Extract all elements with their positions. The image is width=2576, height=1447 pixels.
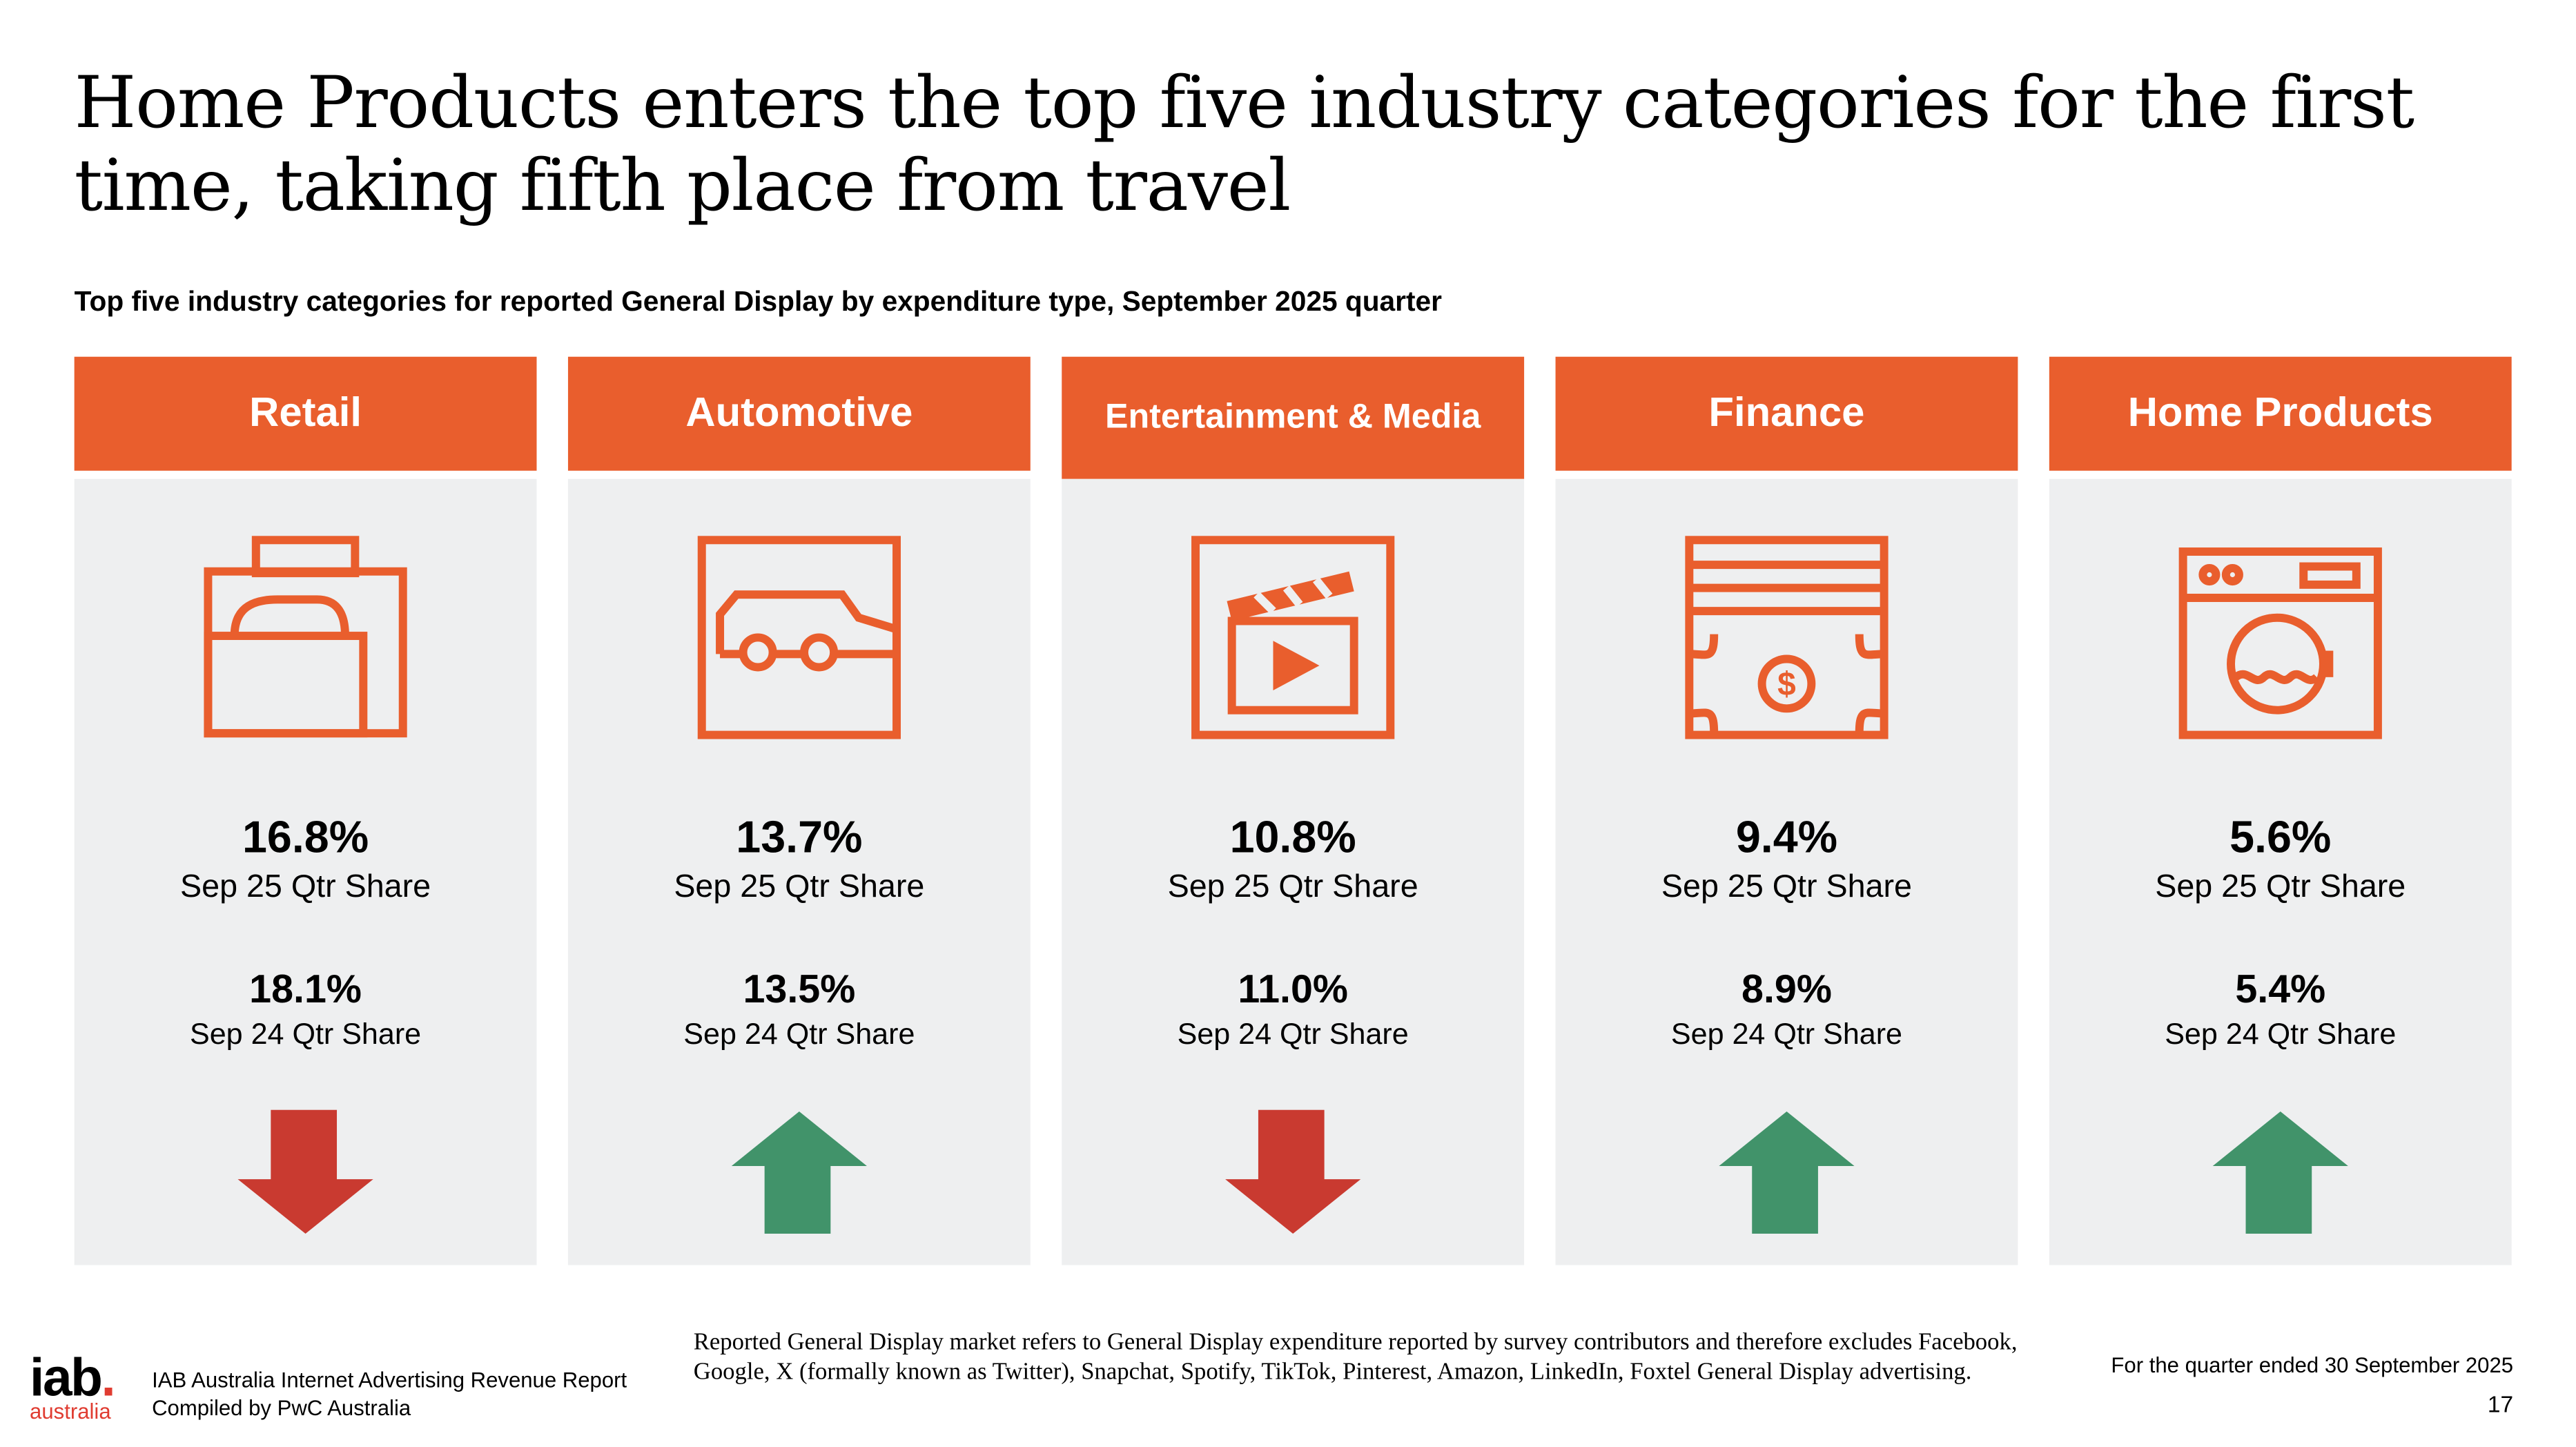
report-title: IAB Australia Internet Advertising Reven… xyxy=(152,1367,627,1392)
previous-share-label: Sep 24 Qtr Share xyxy=(1177,1017,1409,1051)
page-subtitle: Top five industry categories for reporte… xyxy=(74,285,1443,318)
arrow-up-icon xyxy=(2212,1111,2348,1234)
card-body: 13.7% Sep 25 Qtr Share 13.5% Sep 24 Qtr … xyxy=(567,478,1031,1265)
iab-australia-logo: iab. australia xyxy=(30,1351,116,1424)
arrow-up-icon xyxy=(1719,1111,1855,1234)
category-card-entertainment-media: Entertainment & Media 10.8% Sep 25 Qtr S… xyxy=(1062,356,1525,1265)
footnote: Reported General Display market refers t… xyxy=(693,1329,2018,1386)
previous-share-label: Sep 24 Qtr Share xyxy=(2165,1017,2397,1051)
current-share-label: Sep 25 Qtr Share xyxy=(1167,868,1418,905)
card-body: 5.6% Sep 25 Qtr Share 5.4% Sep 24 Qtr Sh… xyxy=(2049,478,2512,1265)
arrow-down-icon xyxy=(237,1109,373,1234)
current-share-label: Sep 25 Qtr Share xyxy=(2155,868,2406,905)
car-icon xyxy=(697,536,901,739)
previous-share: 8.9% xyxy=(1741,967,1832,1013)
card-body: 10.8% Sep 25 Qtr Share 11.0% Sep 24 Qtr … xyxy=(1062,478,1525,1265)
card-header: Automotive xyxy=(567,356,1031,471)
logo-main: iab xyxy=(30,1348,103,1408)
previous-share: 18.1% xyxy=(249,967,362,1013)
previous-share: 5.4% xyxy=(2235,967,2326,1013)
logo-sub: australia xyxy=(30,1399,111,1424)
current-share: 5.6% xyxy=(2229,813,2332,862)
category-card-retail: Retail 16.8% Sep 25 Qtr Share 18.1% Sep … xyxy=(74,356,537,1265)
category-card-automotive: Automotive 13.7% Sep 25 Qtr Share 13.5% … xyxy=(567,356,1031,1265)
shopping-bags-icon xyxy=(204,536,407,738)
current-share-label: Sep 25 Qtr Share xyxy=(674,868,925,905)
report-compiler: Compiled by PwC Australia xyxy=(152,1395,411,1421)
arrow-down-icon xyxy=(1225,1109,1361,1234)
card-header: Home Products xyxy=(2049,356,2512,471)
card-header: Finance xyxy=(1555,356,2018,471)
previous-share-label: Sep 24 Qtr Share xyxy=(190,1017,422,1051)
page-number: 17 xyxy=(2487,1390,2514,1417)
previous-share: 11.0% xyxy=(1238,967,1348,1013)
current-share: 16.8% xyxy=(242,813,369,862)
category-card-home-products: Home Products 5.6% Sep 25 Qtr Share 5.4%… xyxy=(2049,356,2512,1265)
category-card-finance: Finance $ 9.4% Sep 25 Qtr Share 8.9% Sep… xyxy=(1555,356,2018,1265)
logo-dot: . xyxy=(101,1348,115,1408)
card-header: Entertainment & Media xyxy=(1062,356,1525,479)
current-share: 13.7% xyxy=(736,813,863,862)
current-share: 10.8% xyxy=(1229,813,1356,862)
svg-text:$: $ xyxy=(1777,666,1796,703)
current-share: 9.4% xyxy=(1735,813,1838,862)
banknote-icon: $ xyxy=(1685,536,1889,739)
quarter-label: For the quarter ended 30 September 2025 xyxy=(2111,1352,2514,1378)
clapperboard-icon xyxy=(1191,536,1395,739)
card-header: Retail xyxy=(74,356,537,471)
current-share-label: Sep 25 Qtr Share xyxy=(180,868,431,905)
previous-share: 13.5% xyxy=(743,967,856,1013)
card-body: $ 9.4% Sep 25 Qtr Share 8.9% Sep 24 Qtr … xyxy=(1555,478,2018,1265)
arrow-up-icon xyxy=(731,1111,867,1234)
current-share-label: Sep 25 Qtr Share xyxy=(1661,868,1912,905)
card-body: 16.8% Sep 25 Qtr Share 18.1% Sep 24 Qtr … xyxy=(74,478,537,1265)
report-credit: IAB Australia Internet Advertising Reven… xyxy=(152,1366,627,1421)
page-title: Home Products enters the top five indust… xyxy=(74,62,2414,229)
previous-share-label: Sep 24 Qtr Share xyxy=(1670,1017,1903,1051)
washing-machine-icon xyxy=(2178,547,2382,739)
previous-share-label: Sep 24 Qtr Share xyxy=(683,1017,915,1051)
